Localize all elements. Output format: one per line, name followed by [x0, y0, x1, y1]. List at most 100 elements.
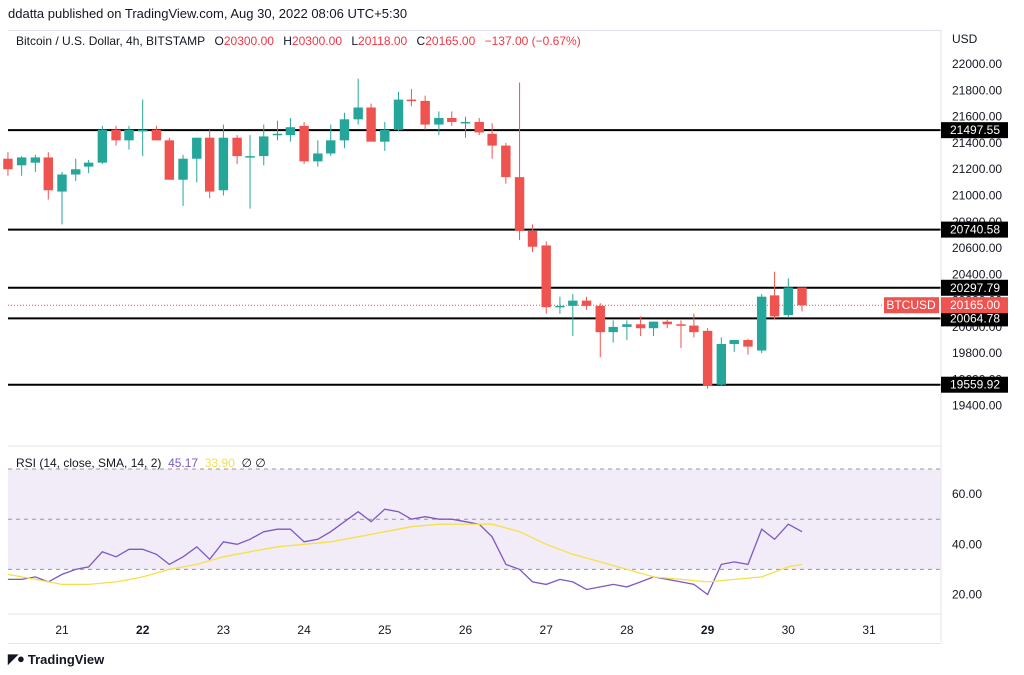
- price-tick-label: 21000.00: [952, 189, 1002, 203]
- candle-down: [541, 241, 551, 314]
- candle-down: [595, 303, 605, 358]
- candle-body: [30, 157, 41, 163]
- candle-body: [259, 136, 269, 157]
- candle-body: [83, 162, 94, 167]
- candle-up: [756, 294, 767, 354]
- candle-up: [57, 171, 67, 225]
- candle-body: [514, 177, 525, 231]
- candle-up: [285, 118, 296, 142]
- candle-down: [797, 287, 807, 312]
- candle-body: [676, 324, 686, 326]
- candle-body: [299, 125, 309, 162]
- candle-body: [501, 145, 511, 178]
- candle-up: [393, 91, 404, 132]
- time-tick-label: 22: [136, 623, 150, 637]
- candle-up: [648, 321, 659, 337]
- candle-body: [487, 133, 497, 146]
- candle-down: [43, 152, 53, 200]
- candle-down: [420, 95, 430, 130]
- price-tick-label: 22000.00: [952, 57, 1002, 71]
- candle-body: [124, 129, 134, 141]
- candle-body: [729, 340, 739, 344]
- time-tick-label: 26: [459, 623, 473, 637]
- candle-body: [313, 153, 323, 162]
- legend-open: 20300.00: [223, 34, 274, 48]
- candle-up: [326, 124, 336, 157]
- legend-symbol: Bitcoin / U.S. Dollar, 4h, BITSTAMP: [16, 34, 206, 48]
- candle-down: [514, 82, 525, 241]
- candle-up: [259, 124, 269, 166]
- candle-up: [313, 140, 323, 167]
- candle-down: [676, 320, 686, 348]
- candle-down: [151, 125, 162, 141]
- candle-up: [608, 320, 618, 343]
- legend-close: 20165.00: [425, 34, 476, 48]
- footer-brand: TradingView: [27, 651, 105, 667]
- level-tag-label: 20297.79: [950, 281, 1000, 295]
- candle-body: [245, 156, 255, 158]
- candle-down: [111, 125, 121, 146]
- candle-down: [3, 152, 13, 176]
- chart-frame: [8, 30, 941, 644]
- candle-body: [339, 119, 350, 141]
- candle-body: [595, 305, 605, 333]
- price-tick-label: 20400.00: [952, 267, 1002, 281]
- legend-change: −137.00 (−0.67%): [484, 34, 581, 48]
- last-price-tag-bg: [941, 297, 1008, 314]
- rsi-legend-value: 45.17: [168, 456, 199, 470]
- candle-body: [218, 137, 229, 191]
- candle-down: [662, 319, 672, 329]
- candle-down: [164, 137, 175, 180]
- candle-down: [501, 142, 511, 184]
- price-legend: Bitcoin / U.S. Dollar, 4h, BITSTAMP O203…: [16, 34, 581, 48]
- candle-up: [272, 120, 283, 141]
- candle-body: [797, 287, 807, 306]
- candle-body: [353, 107, 363, 120]
- candle-up: [339, 112, 350, 149]
- time-tick-label: 29: [701, 623, 715, 637]
- candle-down: [366, 103, 376, 142]
- time-tick-label: 28: [620, 623, 634, 637]
- candle-up: [192, 137, 202, 183]
- rsi-tick-label: 40.00: [952, 537, 982, 551]
- candle-body: [204, 137, 215, 192]
- candle-up: [434, 111, 444, 136]
- candle-body: [541, 245, 551, 308]
- rsi-line: [7, 508, 803, 596]
- legend-low-label: L: [351, 34, 359, 48]
- candle-body: [635, 324, 646, 329]
- candle-down: [406, 89, 417, 107]
- candle-down: [689, 313, 699, 338]
- footer: ◤● TradingView: [8, 651, 104, 667]
- tradingview-logo-icon: ◤●: [8, 651, 25, 666]
- candle-up: [16, 156, 27, 176]
- candle-body: [662, 321, 672, 325]
- level-tag-bg: [941, 310, 1008, 327]
- candle-body: [702, 330, 713, 387]
- rsi-legend-extra: ∅ ∅: [241, 456, 266, 470]
- symbol-tag-label: BTCUSD: [886, 298, 936, 312]
- candle-body: [474, 121, 484, 133]
- publisher-line: ddatta published on TradingView.com, Aug…: [8, 6, 408, 21]
- candle-up: [178, 154, 188, 207]
- price-tick-label: 21200.00: [952, 162, 1002, 176]
- candle-down: [487, 123, 497, 159]
- time-tick-label: 31: [862, 623, 876, 637]
- candle-up: [30, 154, 41, 172]
- candle-down: [527, 224, 538, 253]
- candle-body: [622, 324, 632, 327]
- rsi-tick-label: 60.00: [952, 487, 982, 501]
- candle-body: [689, 325, 699, 333]
- legend-high-label: H: [283, 34, 292, 48]
- candle-down: [474, 118, 484, 136]
- candle-body: [151, 129, 162, 141]
- time-tick-label: 21: [55, 623, 69, 637]
- candle-up: [83, 160, 94, 174]
- candle-body: [111, 129, 121, 141]
- legend-low: 20118.00: [358, 34, 408, 48]
- candle-body: [527, 230, 538, 247]
- candle-body: [16, 157, 27, 166]
- candle-body: [43, 157, 53, 191]
- candle-down: [635, 316, 646, 337]
